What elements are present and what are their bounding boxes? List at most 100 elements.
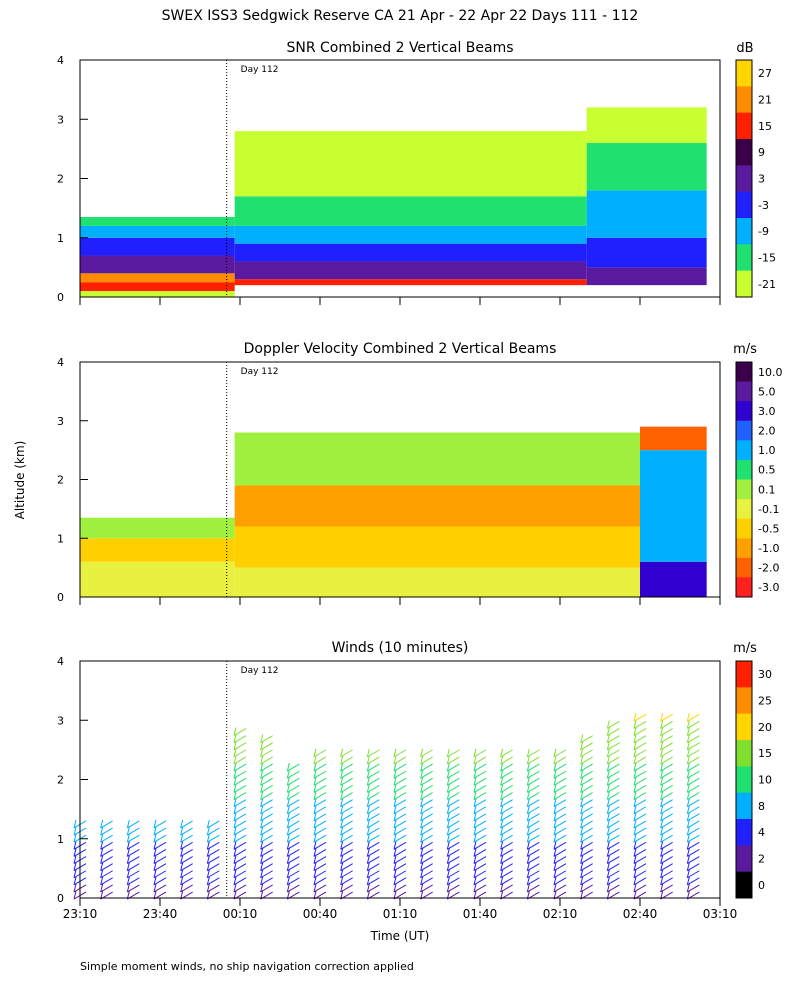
wind-barb [526,869,540,879]
wind-barb [686,734,700,744]
wind-barb [553,819,567,829]
wind-barb [580,784,593,793]
wind-barb [260,834,273,843]
wind-barb [526,862,540,872]
panel-doppler-colorbar: 10.0 5.0 3.0 2.0 1.0 0.5 0.1 -0.1 -0.5 -1.0 -2.0 -3… [735,361,783,598]
panel-snr-region-1-layer-3 [234,225,587,244]
wind-barb [233,755,247,765]
panel-doppler-region-0-layer-0 [80,561,235,597]
wind-barb [580,734,593,744]
wind-barb [686,819,700,829]
wind-barb [633,883,647,893]
wind-barb [686,862,700,872]
wind-barb [553,876,567,886]
panel-snr-region-0-layer-0 [80,291,235,297]
wind-barb [206,883,220,893]
panel-doppler-colorbar-swatch [736,577,752,598]
panel-snr-colorbar-tick-label: -21 [758,278,776,291]
wind-barb [660,720,673,729]
panel-snr-ytick-label: 1 [57,232,64,245]
wind-barb [660,770,673,779]
wind-barb [420,855,433,864]
panel-snr-region-2-layer-3 [586,142,707,191]
wind-barb [153,841,167,850]
panel-winds-colorbar-unit: m/s [733,641,757,656]
wind-barb [420,826,433,836]
xtick-label: 03:10 [703,907,738,921]
wind-barb [473,805,487,815]
wind-barb [393,777,407,786]
wind-barb [420,812,433,822]
wind-barb [206,876,220,886]
wind-barb [260,762,273,772]
panel-snr-colorbar-swatch [736,270,752,298]
wind-barb [260,784,273,793]
wind-barb [500,748,513,758]
wind-barb [313,791,327,800]
wind-barb [180,862,193,872]
wind-barb [233,798,247,808]
wind-barb [500,826,513,836]
wind-barb [606,762,620,772]
wind-barb [100,848,113,857]
wind-barb [473,755,487,765]
wind-barb [206,841,220,850]
panel-doppler-region-1-layer-3 [234,432,640,486]
wind-barb [633,841,647,850]
wind-barb [313,848,327,857]
wind-barb [526,841,540,850]
wind-barb [420,777,433,786]
wind-barb [446,876,460,886]
wind-barb [233,741,247,751]
wind-barb [153,834,167,843]
wind-barb [126,841,140,850]
time-axis-label: Time (UT) [370,929,430,943]
wind-barb [473,784,487,793]
wind-barb [286,812,300,822]
wind-barb [366,777,380,786]
wind-barb [286,784,300,793]
wind-barb [393,748,407,758]
wind-barb [660,834,673,843]
wind-barb [606,741,620,751]
wind-barb [393,819,407,829]
wind-barb [206,848,220,857]
wind-barb [313,770,327,779]
wind-barb [686,812,700,822]
panel-doppler-region-1-layer-2 [234,485,640,527]
wind-barb [233,805,247,815]
wind-barb [606,755,620,765]
wind-barb [526,805,540,815]
wind-barb [580,834,593,843]
wind-barb [446,784,460,793]
wind-barb [393,834,407,843]
wind-barb [233,819,247,829]
panel-winds-colorbar-tick-label: 2 [758,853,765,866]
wind-barb [660,819,673,829]
wind-barb [340,748,353,758]
wind-barb [233,748,247,758]
panel-snr-region-0-layer-4 [80,237,235,256]
wind-barb [366,826,380,836]
wind-barb [340,798,353,808]
wind-barb [686,748,700,758]
wind-barb [580,777,593,786]
wind-barb [606,734,620,744]
wind-barb [446,855,460,864]
wind-barb [553,834,567,843]
wind-barb [153,876,167,886]
wind-barb [526,883,540,893]
wind-barb [446,812,460,822]
wind-barb [366,819,380,829]
wind-barb [286,826,300,836]
wind-barb [660,805,673,815]
wind-barb [126,848,140,857]
wind-barb [553,784,567,793]
wind-barb [126,869,140,879]
wind-barb [260,841,273,850]
wind-barb [633,734,647,744]
panel-winds-colorbar-tick-label: 10 [758,774,772,787]
wind-barb [260,755,273,765]
wind-barb [526,791,540,800]
xtick-label: 00:10 [223,907,258,921]
